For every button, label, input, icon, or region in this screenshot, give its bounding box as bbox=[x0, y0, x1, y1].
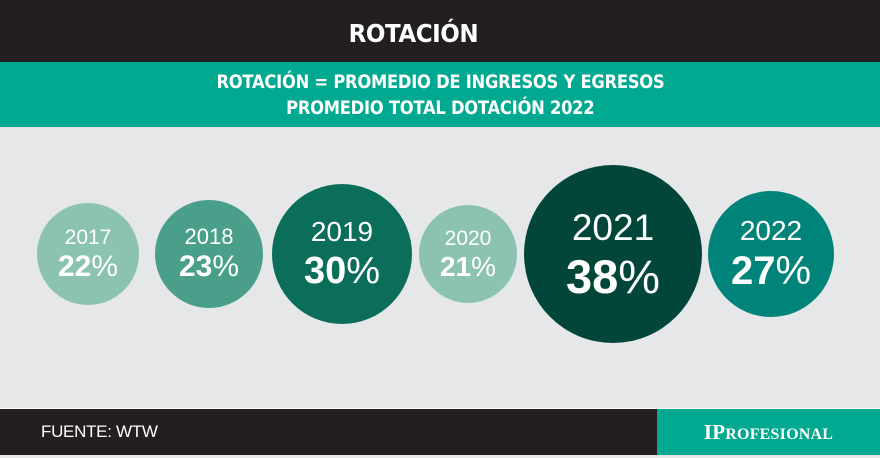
bubble-value: 23% bbox=[178, 250, 240, 283]
bubble-year: 2022 bbox=[739, 215, 803, 246]
formula-denominator: PROMEDIO TOTAL DOTACIÓN 2022 bbox=[285, 96, 595, 119]
bubble-value: 27% bbox=[730, 249, 812, 293]
bubble-value: 30% bbox=[303, 250, 381, 292]
bubble-year: 2018 bbox=[184, 224, 234, 249]
bubble-2022: 2022 27% bbox=[708, 191, 834, 317]
bubble-chart: 2017 22% 2018 23% 2019 30% 2020 21% 2021… bbox=[0, 127, 880, 408]
iprofesional-logo: IPROFESIONAL bbox=[657, 409, 880, 455]
page-title: ROTACIÓN bbox=[348, 18, 478, 48]
footer: FUENTE: WTW IPROFESIONAL bbox=[0, 408, 880, 455]
formula-numerator: ROTACIÓN = PROMEDIO DE INGRESOS Y EGRESO… bbox=[216, 70, 664, 93]
bubble-2018: 2018 23% bbox=[155, 200, 263, 308]
bubble-value: 21% bbox=[439, 250, 497, 282]
bubble-2019: 2019 30% bbox=[272, 184, 412, 324]
bubble-year: 2019 bbox=[310, 216, 374, 247]
bubble-2021: 2021 38% bbox=[524, 165, 702, 343]
formula-banner: ROTACIÓN = PROMEDIO DE INGRESOS Y EGRESO… bbox=[0, 62, 880, 127]
bubble-2020: 2020 21% bbox=[419, 205, 517, 303]
bubble-value: 38% bbox=[565, 249, 661, 303]
bubble-year: 2021 bbox=[571, 206, 655, 248]
bubble-2017: 2017 22% bbox=[37, 203, 139, 305]
bubble-year: 2020 bbox=[444, 226, 492, 250]
title-bar: ROTACIÓN bbox=[0, 0, 880, 62]
source-label: FUENTE: WTW bbox=[0, 409, 657, 455]
bubble-year: 2017 bbox=[64, 225, 112, 249]
bubble-value: 22% bbox=[57, 249, 119, 283]
